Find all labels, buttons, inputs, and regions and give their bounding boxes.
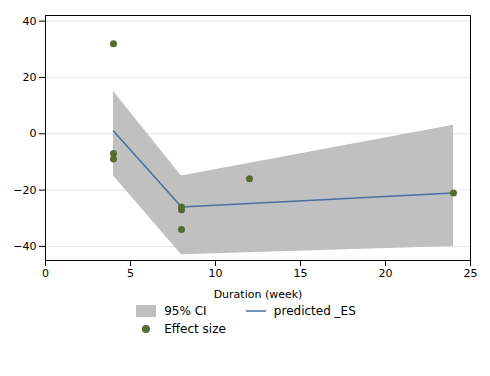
html-text:predicted _ES: predicted _ES <box>273 304 356 318</box>
svg-text:15: 15 <box>294 267 308 280</box>
svg-text:−40: −40 <box>13 240 36 253</box>
svg-text:−20: −20 <box>13 184 36 197</box>
svg-text:40: 40 <box>23 15 37 28</box>
html-text:95% CI: 95% CI <box>164 304 207 318</box>
svg-text:20: 20 <box>23 71 37 84</box>
svg-text:10: 10 <box>209 267 223 280</box>
svg-text:0: 0 <box>42 267 49 280</box>
svg-text:0: 0 <box>30 127 37 140</box>
svg-text:20: 20 <box>379 267 393 280</box>
html-text:Effect size: Effect size <box>164 322 226 336</box>
svg-text:25: 25 <box>464 267 478 280</box>
svg-text:Duration (week): Duration (week) <box>214 288 303 301</box>
svg-text:5: 5 <box>127 267 134 280</box>
